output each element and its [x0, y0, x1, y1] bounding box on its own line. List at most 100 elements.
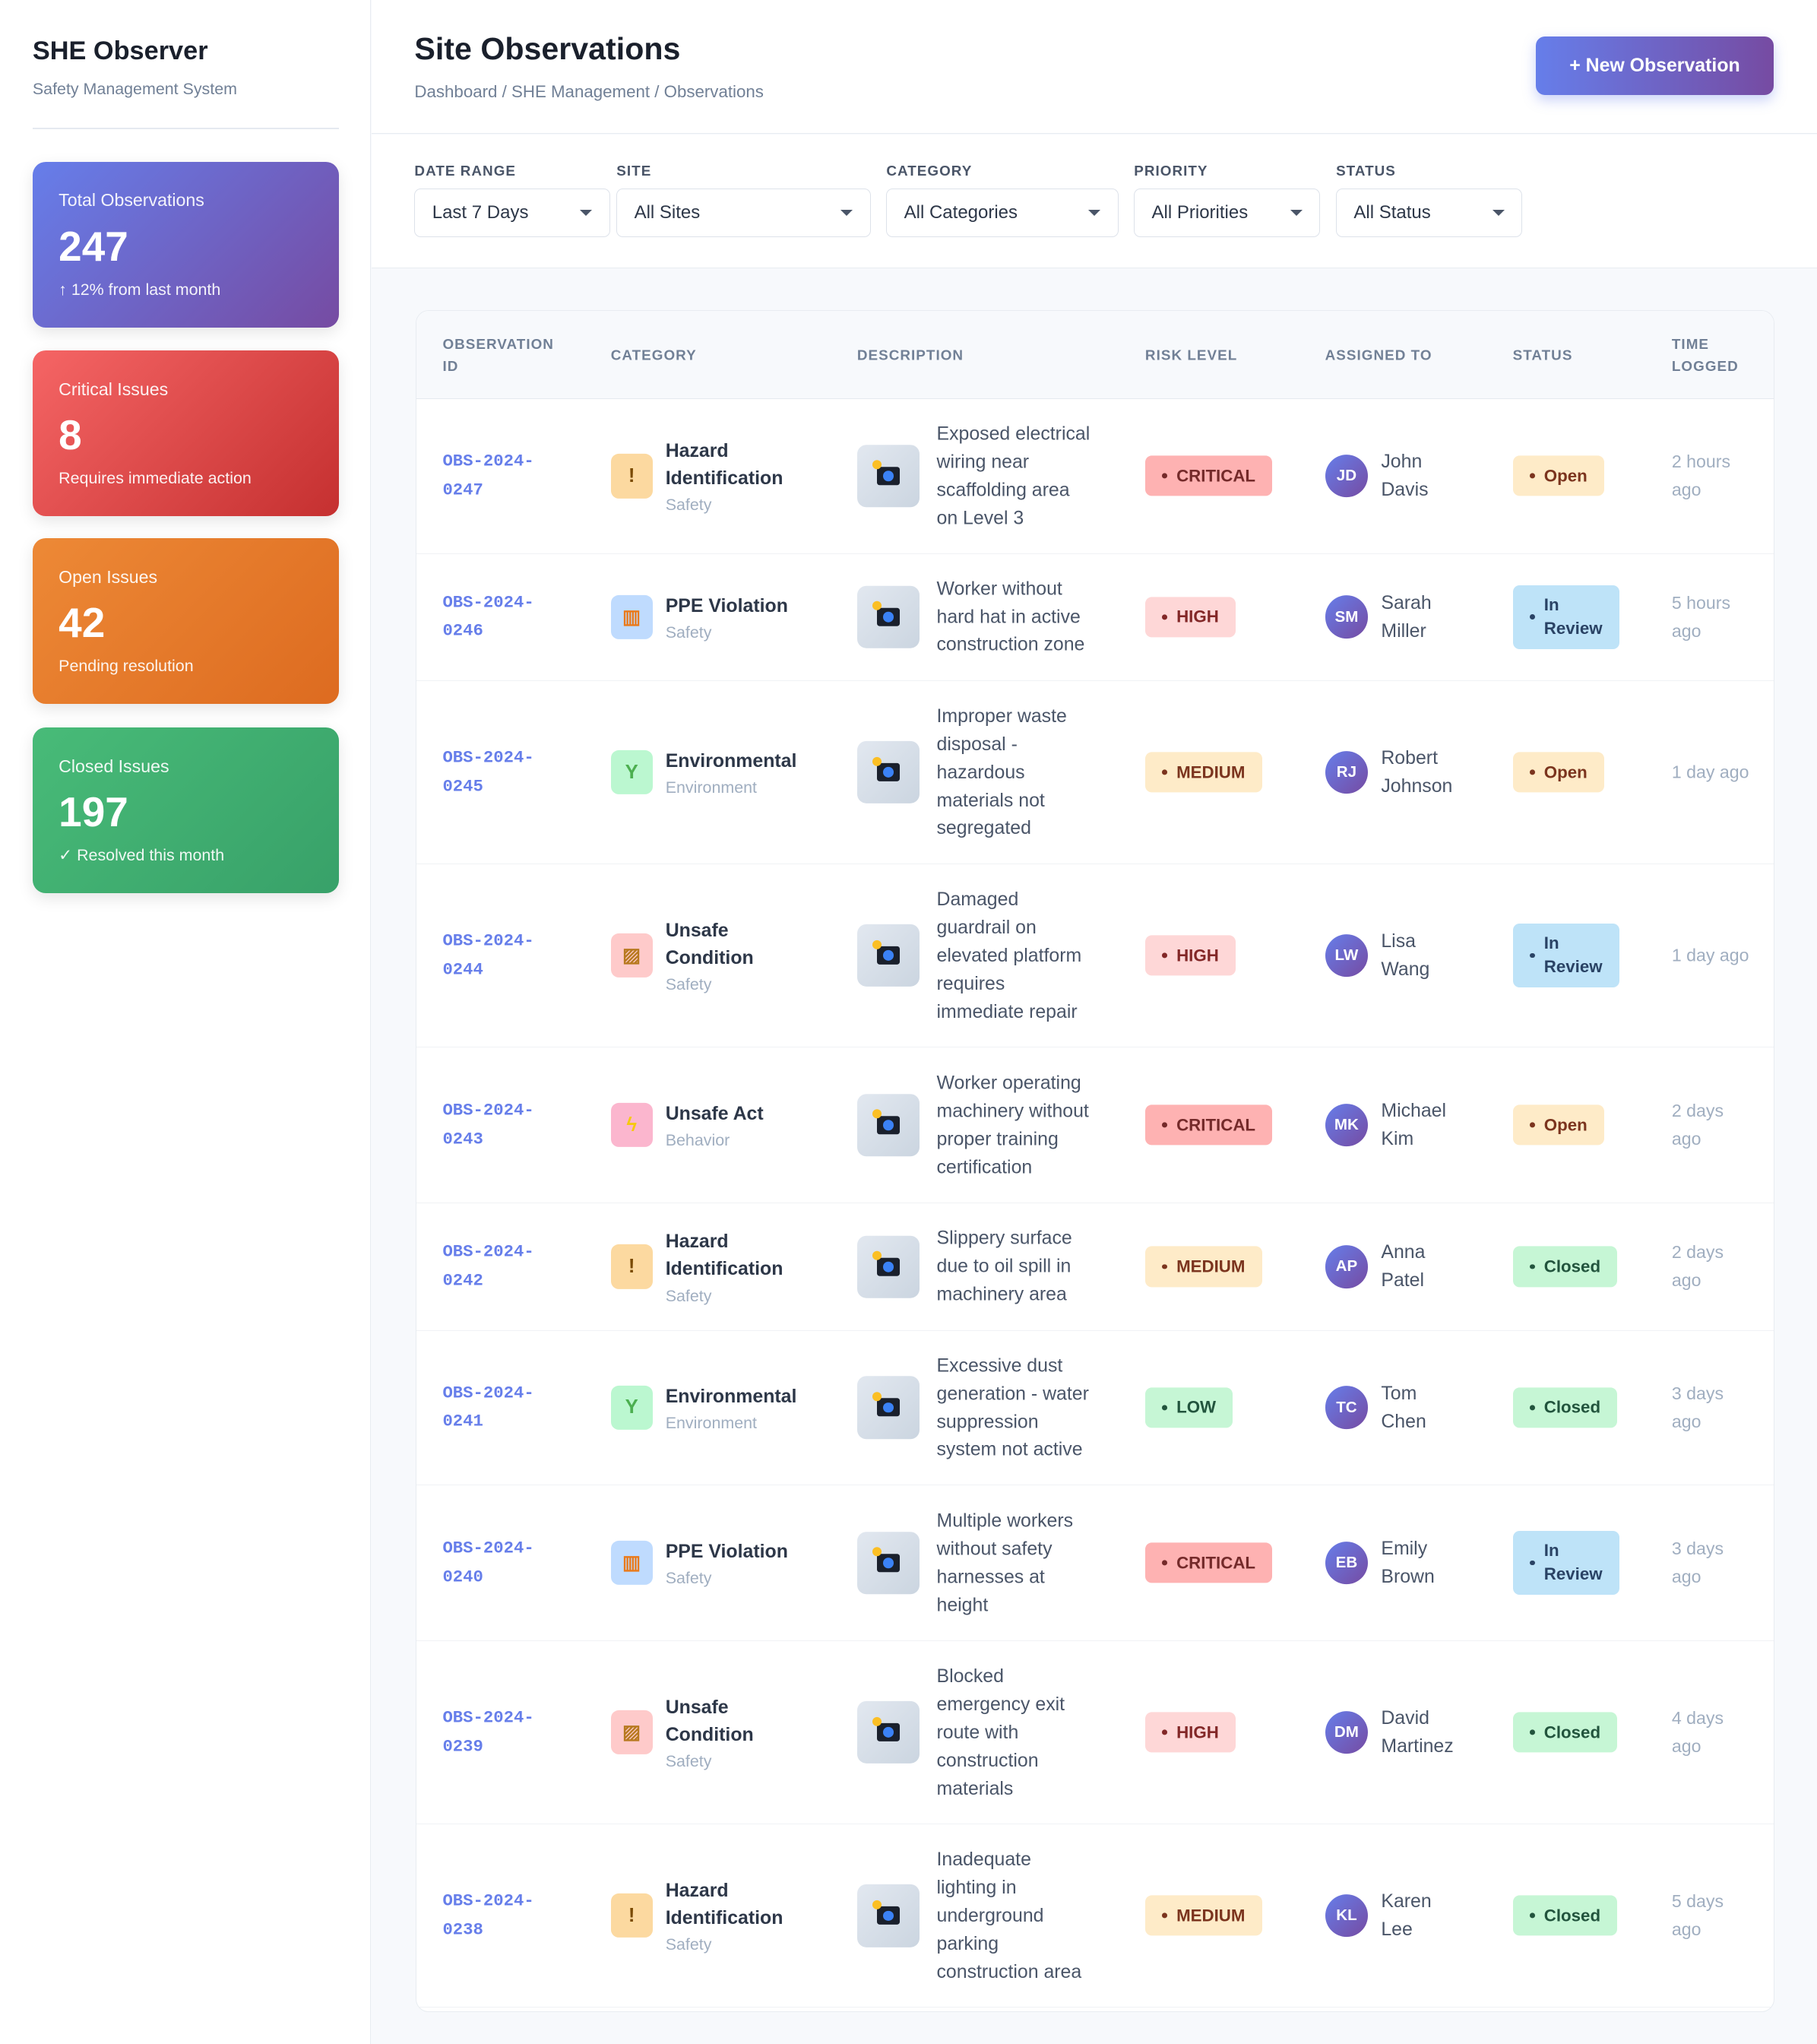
new-observation-button[interactable]: + New Observation: [1535, 36, 1774, 96]
filter-status: STATUS All Status: [1336, 163, 1523, 237]
table-row[interactable]: OBS-2024-0247! Hazard Identification Safet…: [416, 399, 1774, 554]
filter-select[interactable]: All Status: [1336, 189, 1523, 237]
risk-badge: MEDIUM: [1144, 1246, 1262, 1287]
stat-subtext: ↑ 12% from last month: [59, 280, 221, 299]
camera-icon: [872, 1547, 901, 1572]
category: ! Hazard Identification Safety: [610, 1877, 815, 1954]
chevron-down-icon: [1290, 210, 1303, 216]
avatar: TC: [1325, 1386, 1369, 1430]
photo-thumbnail[interactable]: [856, 1093, 920, 1157]
description-text: Worker without hard hat in active constr…: [936, 578, 1085, 656]
avatar: LW: [1325, 933, 1369, 978]
status-badge: Open: [1512, 1104, 1605, 1146]
camera-icon: [872, 756, 901, 781]
breadcrumb: Dashboard / SHE Management / Observation…: [414, 82, 764, 102]
column-header: TIME LOGGED: [1671, 335, 1739, 374]
table-row[interactable]: OBS-2024-0245 Y Environmental Environment Im…: [416, 681, 1774, 864]
status-badge: In Review: [1512, 924, 1620, 988]
stat-label: Critical Issues: [59, 379, 169, 400]
sidebar: SHE Observer Safety Management System To…: [0, 0, 372, 2044]
photo-thumbnail[interactable]: [856, 1884, 920, 1947]
stat-card-total-observations: Total Observations 247 ↑ 12% from last mon…: [32, 161, 339, 328]
observation-id-link[interactable]: OBS-2024-0242: [442, 1241, 534, 1291]
filter-select[interactable]: All Categories: [886, 189, 1119, 237]
chevron-down-icon: [1088, 210, 1101, 216]
table-row[interactable]: OBS-2024-0246 ▥ PPE Violation Safety Worker …: [416, 554, 1774, 681]
description: Excessive dust generation - water suppre…: [856, 1352, 1096, 1464]
time-logged: 3 days ago: [1671, 1539, 1724, 1586]
status-label: Open: [1543, 1115, 1588, 1135]
assignee: EB Emily Brown: [1325, 1535, 1466, 1591]
category: ▥ PPE Violation Safety: [610, 1538, 815, 1588]
time-logged: 5 hours ago: [1671, 592, 1731, 641]
status-badge: Closed: [1512, 1246, 1618, 1287]
category-name: Unsafe Act: [665, 1103, 764, 1125]
observation-id-link[interactable]: OBS-2024-0247: [442, 451, 534, 500]
time-logged: 3 days ago: [1671, 1383, 1724, 1431]
category-type: Safety: [665, 1935, 712, 1954]
avatar: JD: [1325, 455, 1369, 498]
seedling-icon: Y: [610, 1385, 653, 1430]
photo-thumbnail[interactable]: [856, 740, 920, 804]
risk-badge: CRITICAL: [1144, 1104, 1273, 1146]
chevron-down-icon: [1493, 210, 1505, 216]
status-label: In Review: [1543, 933, 1603, 977]
observation-id-link[interactable]: OBS-2024-0244: [442, 930, 534, 980]
filter-select[interactable]: Last 7 Days: [414, 189, 610, 237]
observation-id-link[interactable]: OBS-2024-0238: [442, 1890, 534, 1940]
observation-id-link[interactable]: OBS-2024-0240: [442, 1538, 534, 1586]
description: Improper waste disposal - hazardous mate…: [856, 702, 1096, 842]
filter-select[interactable]: All Priorities: [1134, 189, 1321, 237]
table-row[interactable]: OBS-2024-0243 ϟ Unsafe Act Behavior Worker o…: [416, 1047, 1774, 1204]
camera-icon: [872, 1109, 901, 1135]
filter-select[interactable]: All Sites: [616, 189, 871, 237]
category: ▨ Unsafe Condition Safety: [610, 1694, 815, 1771]
photo-thumbnail[interactable]: [856, 445, 920, 508]
photo-thumbnail[interactable]: [856, 1235, 920, 1298]
category-name: Hazard Identification: [665, 440, 783, 490]
observation-id-link[interactable]: OBS-2024-0246: [442, 591, 534, 641]
photo-thumbnail[interactable]: [856, 1376, 920, 1439]
table-row[interactable]: OBS-2024-0244 ▨ Unsafe Condition Safety Dama…: [416, 864, 1774, 1048]
status-badge: Closed: [1512, 1712, 1618, 1753]
avatar: MK: [1325, 1103, 1369, 1147]
category-type: Environment: [665, 1413, 757, 1432]
stat-card-open-issues: Open Issues 42 Pending resolution: [32, 538, 339, 705]
table-row[interactable]: OBS-2024-0241 Y Environmental Environment Ex…: [416, 1331, 1774, 1485]
photo-thumbnail[interactable]: [856, 1700, 920, 1764]
table-row[interactable]: OBS-2024-0238 ! Hazard Identification Safet…: [416, 1824, 1774, 2008]
category: ▥ PPE Violation Safety: [610, 592, 815, 642]
photo-thumbnail[interactable]: [856, 924, 920, 987]
description: Inadequate lighting in underground parki…: [856, 1846, 1096, 1985]
camera-icon: [872, 1716, 901, 1742]
observation-id-link[interactable]: OBS-2024-0239: [442, 1707, 534, 1757]
stat-label: Open Issues: [59, 567, 158, 588]
description-text: Exposed electrical wiring near scaffoldi…: [936, 423, 1091, 529]
dot-icon: [1529, 1729, 1535, 1735]
avatar: DM: [1325, 1710, 1369, 1754]
status-label: Closed: [1543, 1722, 1601, 1742]
observation-id-link[interactable]: OBS-2024-0241: [442, 1383, 534, 1431]
table-row[interactable]: OBS-2024-0240 ▥ PPE Violation Safety Multipl…: [416, 1485, 1774, 1642]
dot-icon: [1529, 614, 1535, 620]
risk-badge: CRITICAL: [1144, 455, 1273, 496]
assignee-name: Emily Brown: [1381, 1538, 1435, 1587]
table-row[interactable]: OBS-2024-0239 ▨ Unsafe Condition Safety Bloc…: [416, 1641, 1774, 1825]
observation-id-link[interactable]: OBS-2024-0243: [442, 1100, 534, 1149]
assignee: TC Tom Chen: [1325, 1380, 1466, 1436]
table-row[interactable]: OBS-2024-0242! Hazard Identification Safet…: [416, 1203, 1774, 1331]
observation-id-link[interactable]: OBS-2024-0245: [442, 747, 534, 796]
category-type: Environment: [665, 778, 757, 797]
category-type: Safety: [665, 1752, 712, 1771]
dot-icon: [1529, 473, 1535, 479]
assignee-name: Robert Johnson: [1381, 747, 1453, 797]
status-badge: Closed: [1512, 1387, 1618, 1428]
dot-icon: [1529, 1263, 1535, 1269]
assignee: LW Lisa Wang: [1325, 927, 1466, 984]
filter-value: Last 7 Days: [432, 202, 529, 223]
app-subtitle: Safety Management System: [32, 79, 237, 98]
assignee-name: Lisa Wang: [1381, 930, 1430, 981]
photo-thumbnail[interactable]: [856, 585, 920, 648]
camera-icon: [872, 940, 901, 965]
photo-thumbnail[interactable]: [856, 1531, 920, 1595]
